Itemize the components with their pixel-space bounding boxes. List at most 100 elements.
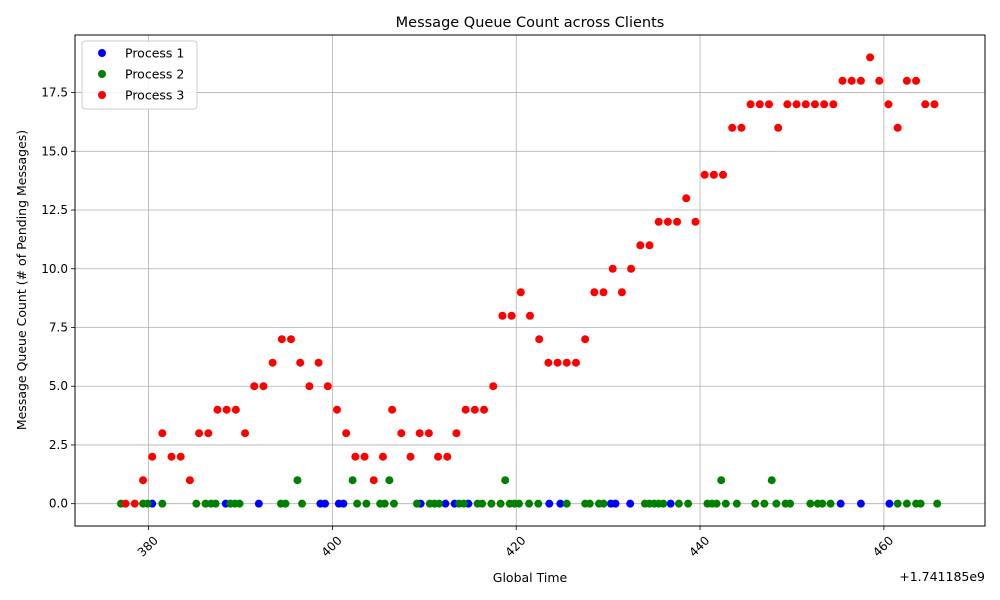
y-tick-label: 12.5 — [41, 203, 68, 217]
data-point-process-2 — [514, 499, 523, 508]
data-point-process-3 — [627, 264, 636, 273]
data-point-process-3 — [884, 100, 893, 109]
data-point-process-3 — [388, 405, 397, 414]
data-point-process-2 — [786, 499, 795, 508]
grid-lines — [75, 35, 985, 526]
data-point-process-3 — [406, 452, 415, 461]
data-point-process-3 — [544, 358, 553, 367]
data-point-process-3 — [562, 358, 571, 367]
data-point-process-3 — [305, 382, 314, 391]
data-point-process-2 — [585, 499, 594, 508]
data-point-process-3 — [461, 405, 470, 414]
data-point-process-3 — [581, 335, 590, 344]
data-point-process-3 — [452, 429, 461, 438]
data-point-process-3 — [516, 288, 525, 297]
data-point-process-2 — [459, 499, 468, 508]
data-point-process-3 — [912, 76, 921, 85]
data-point-process-3 — [415, 429, 424, 438]
data-point-process-3 — [526, 311, 534, 320]
data-point-process-3 — [921, 100, 930, 109]
legend-box — [81, 40, 198, 110]
data-point-process-3 — [682, 194, 691, 203]
data-point-process-3 — [617, 288, 626, 297]
y-tick-label: 0.0 — [49, 497, 68, 511]
data-point-process-3 — [323, 382, 332, 391]
data-point-process-2 — [389, 499, 398, 508]
data-point-process-3 — [866, 53, 875, 62]
data-point-process-1 — [626, 499, 635, 508]
data-point-process-2 — [751, 499, 760, 508]
data-point-process-2 — [826, 499, 835, 508]
data-point-process-3 — [737, 123, 746, 132]
data-point-process-3 — [139, 476, 148, 485]
data-point-process-2 — [534, 499, 543, 508]
data-point-process-2 — [211, 499, 220, 508]
data-point-process-1 — [321, 499, 330, 508]
data-point-process-2 — [143, 499, 152, 508]
data-point-process-2 — [496, 499, 505, 508]
data-point-process-2 — [385, 476, 394, 485]
data-point-process-3 — [810, 100, 819, 109]
data-point-process-2 — [659, 499, 668, 508]
y-tick-label: 7.5 — [49, 320, 68, 334]
data-point-process-2 — [760, 499, 769, 508]
data-point-process-3 — [755, 100, 764, 109]
data-point-process-3 — [369, 476, 378, 485]
data-point-process-2 — [525, 499, 534, 508]
data-point-process-2 — [298, 499, 307, 508]
data-point-process-3 — [158, 429, 167, 438]
chart-title: Message Queue Count across Clients — [396, 15, 665, 31]
x-axis-offset-label: +1.741185e9 — [899, 569, 985, 584]
data-point-process-3 — [489, 382, 498, 391]
legend-marker-process-3 — [98, 91, 106, 99]
data-point-process-3 — [121, 499, 130, 508]
data-point-process-3 — [535, 335, 544, 344]
data-point-process-3 — [691, 217, 700, 226]
data-point-process-2 — [201, 499, 210, 508]
data-point-process-1 — [885, 499, 894, 508]
data-point-process-2 — [487, 499, 496, 508]
data-point-process-3 — [673, 217, 682, 226]
legend-label-process-2: Process 2 — [125, 67, 184, 82]
data-point-process-3 — [296, 358, 305, 367]
legend-label-process-1: Process 1 — [125, 46, 184, 61]
data-point-process-3 — [397, 429, 406, 438]
data-point-process-3 — [847, 76, 856, 85]
data-point-process-3 — [130, 499, 139, 508]
data-point-process-1 — [545, 499, 554, 508]
data-point-process-3 — [902, 76, 911, 85]
data-point-process-2 — [902, 499, 911, 508]
data-point-process-3 — [838, 76, 847, 85]
data-point-process-2 — [717, 476, 726, 485]
data-point-process-3 — [378, 452, 387, 461]
legend: Process 1 Process 2 Process 3 — [81, 40, 198, 110]
data-point-process-2 — [562, 499, 571, 508]
data-point-process-3 — [443, 452, 452, 461]
data-point-process-3 — [719, 170, 728, 179]
legend-label-process-3: Process 3 — [125, 88, 184, 103]
data-point-process-2 — [767, 476, 776, 485]
data-point-process-1 — [556, 499, 565, 508]
data-point-process-3 — [590, 288, 599, 297]
data-point-process-3 — [342, 429, 351, 438]
data-point-process-3 — [856, 76, 865, 85]
data-point-process-3 — [746, 100, 755, 109]
data-point-process-3 — [875, 76, 884, 85]
data-point-process-3 — [571, 358, 580, 367]
data-point-process-2 — [478, 499, 487, 508]
data-point-process-2 — [732, 499, 741, 508]
data-point-process-2 — [293, 476, 302, 485]
data-point-process-3 — [783, 100, 792, 109]
y-tick-label: 17.5 — [41, 86, 68, 100]
data-point-process-3 — [195, 429, 204, 438]
x-axis-label: Global Time — [493, 570, 568, 585]
data-point-process-3 — [663, 217, 672, 226]
y-tick-label: 2.5 — [49, 438, 68, 452]
data-point-process-1 — [441, 499, 450, 508]
data-point-process-3 — [820, 100, 829, 109]
y-tick-label: 15.0 — [41, 144, 68, 158]
data-point-process-3 — [498, 311, 507, 320]
data-point-process-3 — [645, 241, 654, 250]
data-point-process-3 — [176, 452, 185, 461]
data-point-process-3 — [774, 123, 783, 132]
